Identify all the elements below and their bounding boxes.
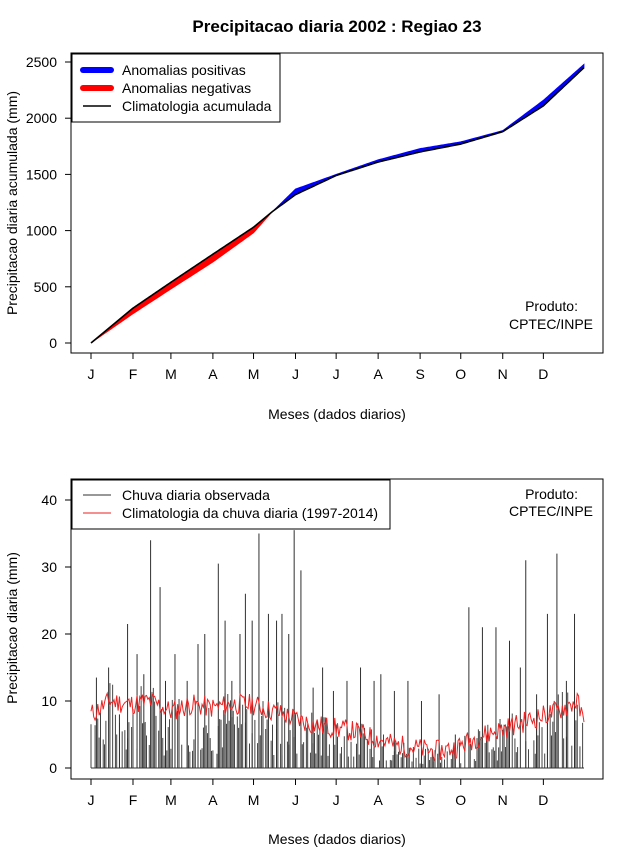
legend-label-positive: Anomalias positivas [122,62,246,78]
negative-anomaly-area [91,211,272,343]
y-tick-label: 40 [41,492,57,508]
bottom-axes: 0 10 20 30 40 J F M A M J J A S O N D [41,492,548,808]
climatology-line-layer [90,67,585,344]
top-legend: Anomalias positivas Anomalias negativas … [71,53,281,123]
x-tick-label: D [538,366,548,382]
daily-climatology-line [90,691,585,764]
x-tick-label: M [248,366,260,382]
positive-anomaly-area [272,63,585,212]
x-tick-label: J [88,792,95,808]
bottom-legend: Chuva diaria observada Climatologia da c… [71,479,391,530]
bottom-legend-box [71,479,391,530]
y-tick-label: 500 [34,279,58,295]
top-y-axis-label: Precipitacao diaria acumulada (mm) [4,91,20,315]
x-tick-label: F [129,366,138,382]
bottom-x-axis-label: Meses (dados diarios) [268,831,406,847]
bottom-y-axis-label: Precipitacao diaria (mm) [4,552,20,704]
x-tick-label: O [455,792,466,808]
y-tick-label: 20 [41,626,57,642]
daily-climatology-layer [90,691,585,764]
x-tick-label: M [165,792,177,808]
x-tick-label: J [333,366,340,382]
top-annotation-line1: Produto: [525,298,578,314]
x-tick-label: J [292,792,299,808]
y-tick-label: 10 [41,693,57,709]
climatology-accumulated-line [90,67,585,344]
legend-label-climatology: Climatologia acumulada [122,98,272,114]
legend-label-negative: Anomalias negativas [122,80,251,96]
x-tick-label: N [498,366,508,382]
y-tick-label: 0 [49,760,57,776]
y-tick-label: 0 [49,335,57,351]
x-tick-label: S [415,366,424,382]
bottom-annotation-line1: Produto: [525,486,578,502]
top-axes: 0 500 1000 1500 2000 2500 J F M A M J J A S O N D [26,54,549,382]
x-tick-label: A [373,366,383,382]
x-tick-label: J [333,792,340,808]
daily-chart: 0 10 20 30 40 J F M A M J J A S O N D Meses (dados diari… [4,478,604,847]
y-tick-label: 2000 [26,110,57,126]
x-tick-label: A [373,792,383,808]
y-tick-label: 1000 [26,223,57,239]
x-tick-label: F [129,792,138,808]
x-tick-label: N [498,792,508,808]
legend-label-observed: Chuva diaria observada [122,487,270,503]
bottom-annotation-line2: CPTEC/INPE [509,503,593,519]
y-tick-label: 1500 [26,166,57,182]
x-tick-label: S [415,792,424,808]
x-tick-label: D [538,792,548,808]
x-tick-label: J [292,366,299,382]
legend-label-daily-climatology: Climatologia da chuva diaria (1997-2014) [122,505,378,521]
top-annotation-line2: CPTEC/INPE [509,316,593,332]
y-tick-label: 30 [41,559,57,575]
cumulative-chart: 0 500 1000 1500 2000 2500 J F M A M J J A S O N D Meses (… [4,52,604,422]
x-tick-label: A [208,792,218,808]
x-tick-label: A [208,366,218,382]
x-tick-label: M [248,792,260,808]
x-tick-label: J [88,366,95,382]
observed-rain-layer [90,530,584,769]
y-tick-label: 2500 [26,54,57,70]
x-tick-label: M [165,366,177,382]
chart-title: Precipitacao diaria 2002 : Regiao 23 [192,17,481,36]
x-tick-label: O [455,366,466,382]
top-x-axis-label: Meses (dados diarios) [268,406,406,422]
